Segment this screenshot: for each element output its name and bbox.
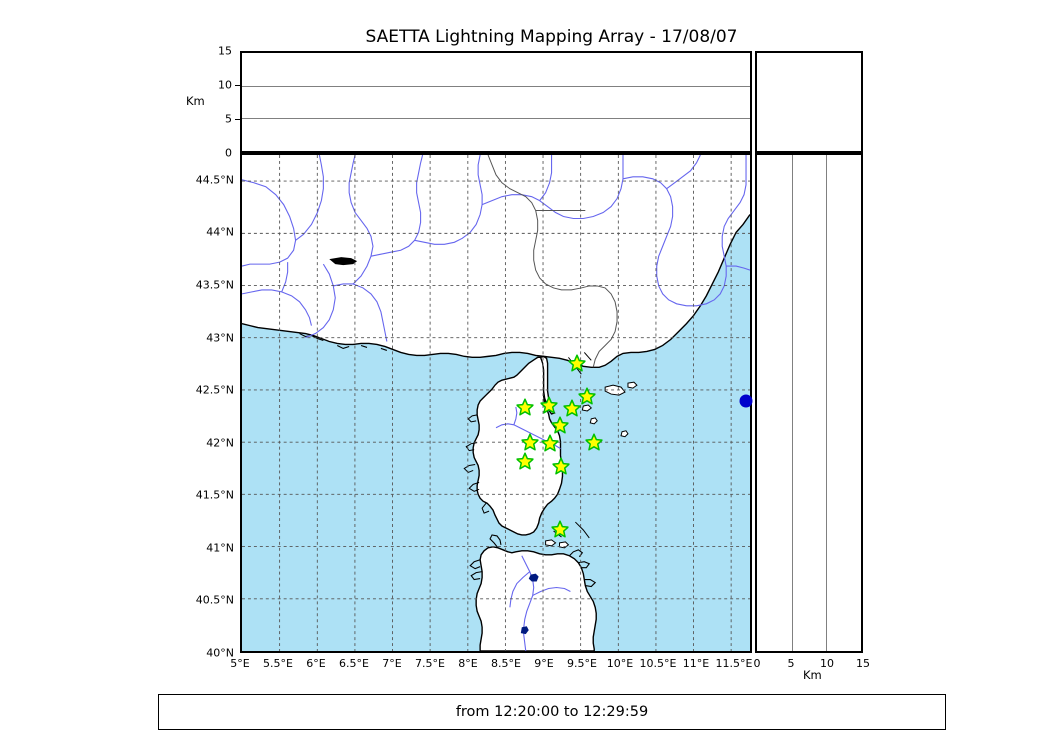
tick-lon-9-5: 9.5°E [567,657,597,670]
coastline-sardinia-ne-detail [569,549,597,588]
tick-lon-8: 8°E [458,657,478,670]
river-network-mainland [242,155,750,342]
time-range-caption-box: from 12:20:00 to 12:29:59 [158,694,946,730]
tick-lon-7: 7°E [382,657,402,670]
sardinia-lake-north [528,573,539,582]
gridline-km-5 [791,155,793,651]
tick-lon-10: 10°E [606,657,634,670]
tick-lon-11-5: 11.5°E [715,657,753,670]
tick-lon-5-5: 5.5°E [263,657,293,670]
tickmark-top-10 [235,85,240,86]
tick-lon-10-5: 10.5°E [639,657,677,670]
tick-lat-41: 41°N [206,541,234,555]
tick-lat-42-5: 42.5°N [195,383,234,397]
inland-lake-dark [329,257,358,266]
gridline-alt-10 [242,85,750,87]
tick-lon-5: 5°E [230,657,250,670]
tick-km-0: 0 [753,657,761,670]
network-center-marker [739,394,753,408]
map-gridlines [242,155,750,651]
panel-map[interactable] [240,153,752,653]
landmass-mainland-europe [242,155,750,368]
page-title: SAETTA Lightning Mapping Array - 17/08/0… [365,27,738,47]
islets-tuscan-archipelago [581,381,638,438]
administrative-borders [487,155,618,368]
tick-lon-8-5: 8.5°E [491,657,521,670]
tick-top-alt-5: 5 [225,112,232,126]
sardinia-lake-south [520,626,529,635]
tick-lon-6-5: 6.5°E [339,657,369,670]
tick-top-alt-15: 15 [218,44,232,58]
tick-top-alt-10: 10 [218,78,232,92]
gridline-km-10 [826,155,828,651]
river-network-sardinia [509,555,571,651]
tick-lat-43-5: 43.5°N [195,278,234,292]
coastline-sardinia-detail [469,534,502,581]
tick-lat-43: 43°N [206,331,234,345]
tick-top-alt-0: 0 [225,146,232,160]
tick-lat-42: 42°N [206,436,234,450]
tickmark-top-5 [235,119,240,120]
tick-lat-44-5: 44.5°N [195,173,234,187]
axis-label-top-km: Km [186,94,205,108]
tick-lon-7-5: 7.5°E [415,657,445,670]
panel-top-inner [242,53,750,151]
time-range-caption: from 12:20:00 to 12:29:59 [455,704,649,720]
islets-bonifacio-strait [545,539,570,549]
tick-lat-40-5: 40.5°N [195,593,234,607]
panel-altitude-histogram [755,51,863,153]
tick-km-10: 10 [820,657,834,670]
tick-km-5: 5 [787,657,795,670]
map-canvas [242,155,750,651]
panel-right-inner [757,155,861,651]
tick-lat-40: 40°N [206,646,234,660]
tick-lon-11: 11°E [682,657,710,670]
tick-lon-9: 9°E [534,657,554,670]
panel-altitude-vs-longitude [240,51,752,153]
panel-altitude-vs-latitude [755,153,863,653]
tick-lat-44: 44°N [206,225,234,239]
tick-lat-41-5: 41.5°N [195,488,234,502]
coastline-mainland [242,214,750,368]
tick-lon-6: 6°E [306,657,326,670]
gridline-alt-5 [242,118,750,120]
coastline-corsica-detail [463,414,490,514]
tick-km-15: 15 [856,657,870,670]
axis-label-right-km: Km [803,668,822,682]
